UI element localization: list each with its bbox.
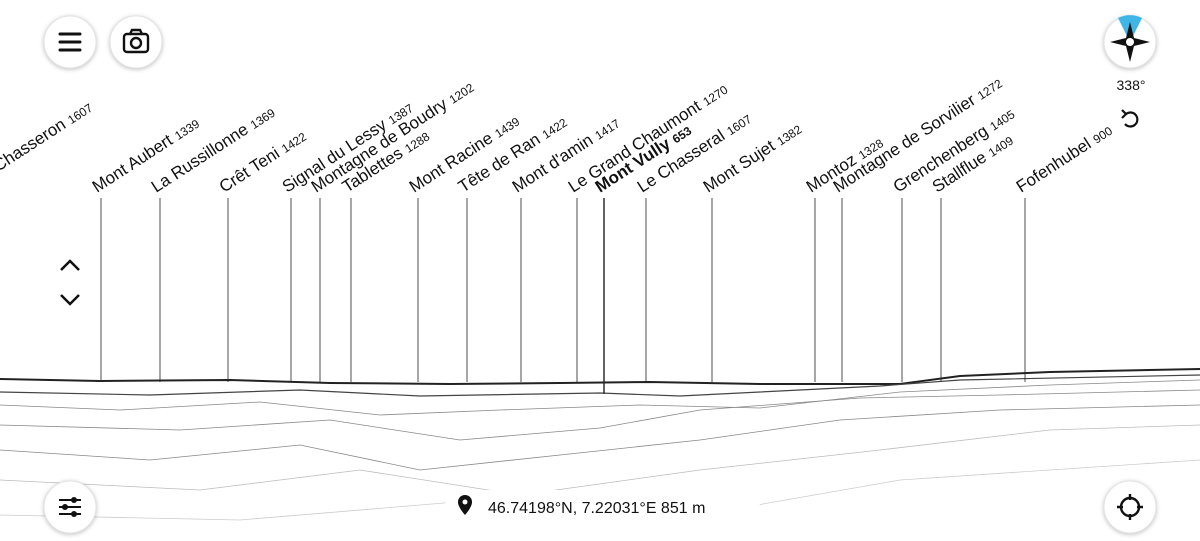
location-text: 46.74198°N, 7.22031°E 851 m	[488, 500, 705, 517]
peak-name: Chasseron	[0, 115, 69, 176]
peak-elevation: 1422	[540, 115, 570, 141]
peak-label: Fofenhubel900	[1013, 120, 1116, 196]
peak-elevation: 1607	[724, 112, 754, 138]
peak-elevation: 900	[1091, 124, 1116, 147]
peak-elevation: 1405	[987, 107, 1017, 133]
compass-heading: 338°	[1117, 77, 1146, 93]
settings-button[interactable]	[43, 480, 97, 534]
peak-elevation: 1272	[975, 76, 1005, 102]
camera-button[interactable]	[109, 15, 163, 69]
terrain	[0, 368, 1200, 521]
locate-button[interactable]	[1103, 480, 1157, 534]
peak-elevation: 1369	[248, 106, 278, 132]
peak-elevation: 1439	[492, 114, 522, 140]
peak: Crêt Teni1422	[216, 129, 309, 382]
peak: Montagne de Sorvilier1272	[830, 76, 1005, 382]
peak: Mont Sujet1382	[700, 122, 805, 382]
peak-elevation: 1382	[774, 122, 804, 148]
tilt-down-button[interactable]	[60, 294, 80, 306]
peak-elevation: 1607	[65, 101, 95, 127]
peak-elevation: 1339	[172, 116, 202, 142]
peak-label: Chasseron1607	[0, 97, 96, 175]
peak: Le Grand Chaumont1270	[565, 82, 731, 382]
peak-elevation: 1422	[279, 129, 309, 155]
reset-button[interactable]	[1121, 109, 1139, 128]
menu-button[interactable]	[43, 15, 97, 69]
peak: Mont Aubert1339	[89, 116, 202, 382]
compass-button[interactable]	[1103, 15, 1157, 69]
tilt-up-button[interactable]	[60, 259, 80, 271]
peak: Fofenhubel900	[1013, 120, 1116, 382]
peak-elevation: 1417	[592, 116, 622, 142]
location-bar[interactable]: 46.74198°N, 7.22031°E 851 m	[445, 490, 760, 524]
peak-label: Montagne de Boudry1202	[308, 77, 478, 196]
peak-name: Fofenhubel	[1013, 134, 1095, 196]
peak: Chasseron1607	[0, 97, 96, 176]
peak-elevation: 1270	[700, 82, 730, 108]
peak-elevation: 1202	[447, 80, 477, 106]
